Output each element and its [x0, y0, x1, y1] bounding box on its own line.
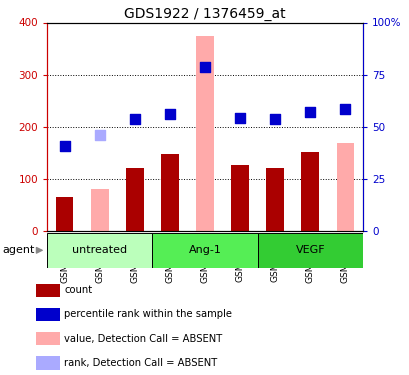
- Text: value, Detection Call = ABSENT: value, Detection Call = ABSENT: [64, 334, 222, 344]
- Text: count: count: [64, 285, 92, 295]
- Bar: [126, 168, 143, 231]
- Bar: [91, 189, 108, 231]
- Bar: [266, 168, 283, 231]
- FancyBboxPatch shape: [152, 232, 257, 268]
- Bar: [196, 36, 213, 231]
- Point: [61, 143, 68, 149]
- FancyBboxPatch shape: [47, 232, 152, 268]
- Point: [201, 64, 208, 70]
- Text: percentile rank within the sample: percentile rank within the sample: [64, 309, 231, 320]
- Text: VEGF: VEGF: [295, 245, 324, 255]
- Point: [131, 116, 138, 122]
- Point: [271, 116, 278, 122]
- Bar: [56, 197, 73, 231]
- Bar: [231, 165, 248, 231]
- Text: rank, Detection Call = ABSENT: rank, Detection Call = ABSENT: [64, 358, 217, 368]
- Point: [306, 109, 313, 115]
- Bar: [36, 284, 61, 297]
- Bar: [36, 356, 61, 370]
- Point: [236, 115, 243, 121]
- Bar: [36, 308, 61, 321]
- Title: GDS1922 / 1376459_at: GDS1922 / 1376459_at: [124, 8, 285, 21]
- FancyBboxPatch shape: [257, 232, 362, 268]
- Point: [96, 132, 103, 138]
- Text: agent: agent: [2, 245, 34, 255]
- Text: Ang-1: Ang-1: [188, 245, 221, 255]
- Bar: [161, 154, 178, 231]
- Bar: [36, 332, 61, 345]
- Bar: [336, 143, 353, 231]
- Point: [166, 111, 173, 117]
- Text: untreated: untreated: [72, 245, 127, 255]
- Bar: [301, 152, 318, 231]
- Point: [341, 106, 348, 112]
